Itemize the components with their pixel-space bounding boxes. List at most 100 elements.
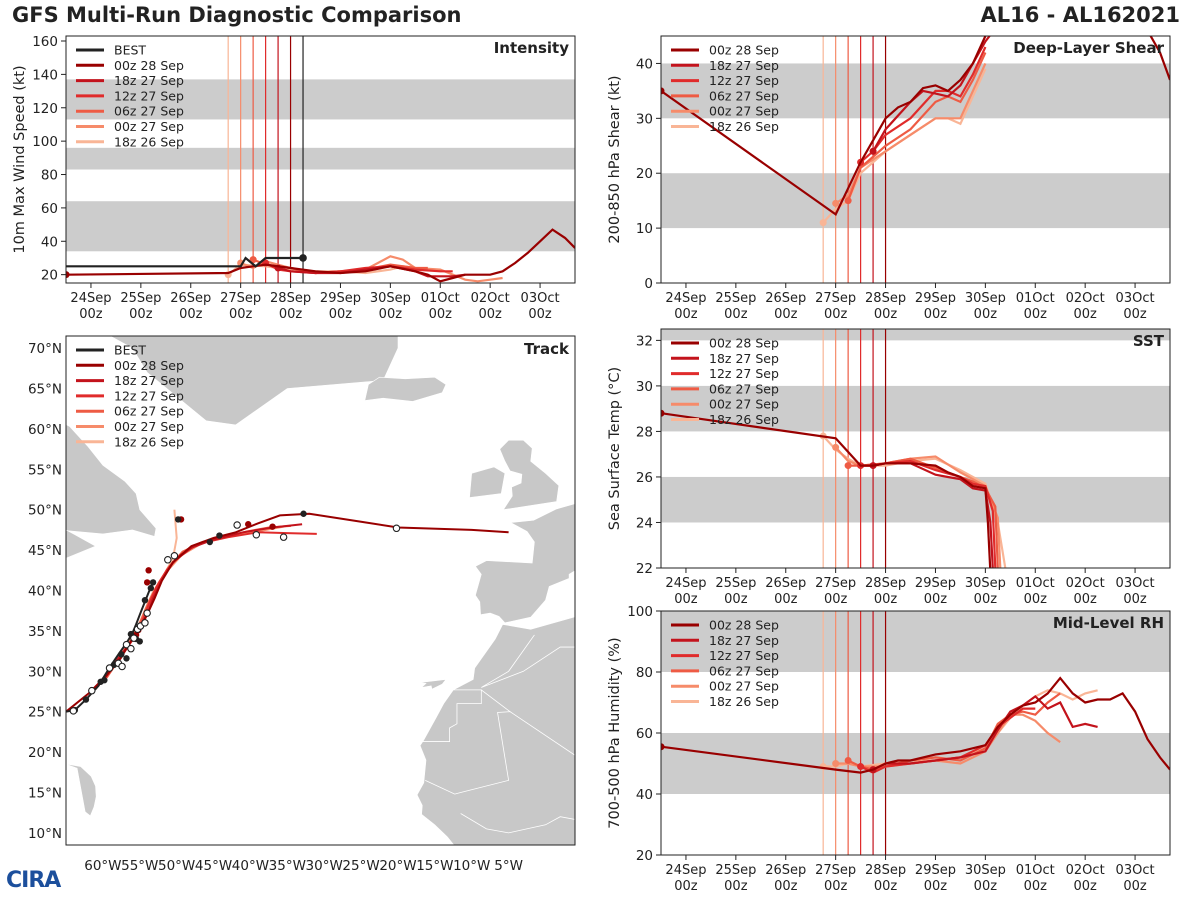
track-open-dot (88, 686, 96, 695)
sst-xtick-label: 27Sep (815, 576, 856, 591)
shear-xtick-label: 00z (774, 307, 798, 322)
storm-id: AL16 - AL162021 (980, 3, 1181, 27)
shear-xtick-label: 00z (924, 307, 948, 322)
track-frame (65, 335, 576, 846)
rh-xtick-label: 01Oct (1016, 863, 1055, 878)
ireland-land (469, 466, 506, 498)
great-britain-land (499, 439, 560, 511)
track-best-dot (216, 532, 223, 539)
sst-title: SST (1133, 332, 1165, 350)
track-best-line (66, 579, 155, 713)
rh-xtick-label: 30Sep (965, 863, 1006, 878)
track-lat-label: 40°N (28, 584, 62, 600)
shear-legend-label: 18z 26 Sep (709, 119, 779, 134)
track-series-line (105, 524, 292, 679)
intensity-plot-area (66, 228, 575, 283)
iberia-france-land (474, 503, 575, 624)
shear-ytick-label: 0 (644, 276, 653, 292)
rh-series-start-dot (661, 743, 665, 751)
sst-xtick-label: 28Sep (865, 576, 906, 591)
intensity-xtick-label: 00z (79, 307, 103, 322)
rh-legend-label: 18z 26 Sep (709, 694, 779, 709)
intensity-xtick-label: 00z (229, 307, 253, 322)
shear-xtick-label: 29Sep (915, 291, 956, 306)
shear-series-start-dot (819, 219, 827, 227)
intensity-best-dot (299, 254, 307, 262)
intensity-xtick-label: 00z (379, 307, 403, 322)
sst-xtick-label: 00z (724, 592, 748, 607)
shear-ytick-label: 30 (636, 111, 653, 127)
intensity-legend-label: BEST (114, 43, 146, 58)
track-map (66, 336, 575, 845)
sst-ytick-label: 28 (636, 424, 653, 440)
rh-legend-label: 06z 27 Sep (709, 663, 779, 678)
track-open-dot (279, 533, 288, 541)
track-lat-label: 50°N (28, 503, 62, 519)
track-open-dot (130, 634, 138, 642)
track-title: Track (524, 340, 570, 358)
shear-series-line (872, 36, 991, 152)
rh-legend-label: 00z 27 Sep (709, 679, 779, 694)
rh-ytick-label: 60 (636, 726, 653, 742)
shear-xtick-label: 26Sep (765, 291, 806, 306)
track-best-dot (174, 516, 182, 523)
sst-legend-label: 00z 27 Sep (709, 397, 779, 412)
sst-xtick-label: 03Oct (1116, 576, 1155, 591)
rh-xtick-label: 28Sep (865, 863, 906, 878)
track-lon-label: 20°W (379, 858, 416, 874)
track-lon-label: 40°W (232, 858, 269, 874)
rh-ytick-label: 20 (636, 848, 653, 864)
shear-series-start-dot (844, 197, 852, 205)
track-lat-label: 55°N (28, 462, 62, 478)
intensity-xtick-label: 00z (329, 307, 353, 322)
shear-xtick-label: 00z (824, 307, 848, 322)
sst-series-start-dot (832, 443, 840, 451)
intensity-xtick-label: 27Sep (220, 291, 261, 306)
shear-xtick-label: 00z (1123, 307, 1147, 322)
rh-ylabel: 700-500 hPa Humidity (%) (607, 637, 623, 828)
rh-shade-band (661, 611, 1170, 672)
track-lat-label: 25°N (28, 705, 62, 721)
intensity-xtick-label: 00z (279, 307, 303, 322)
track-lat-label: 45°N (28, 543, 62, 559)
intensity-xtick-label: 24Sep (70, 291, 111, 306)
track-panel: 10°N 15°N 20°N 25°N 30°N 35°N 40°N 45°N 50°N 55°N… (28, 335, 576, 874)
shear-series-line (847, 52, 987, 202)
intensity-xtick-label: 29Sep (320, 291, 361, 306)
track-model-dot (245, 521, 252, 528)
cira-logo: CIRA (6, 868, 61, 893)
track-best-dot (101, 676, 108, 684)
sst-xtick-label: 00z (874, 592, 898, 607)
rh-ytick-label: 80 (636, 665, 653, 681)
shear-xtick-label: 00z (974, 307, 998, 322)
intensity-series-line (66, 228, 575, 283)
intensity-panel: 2040608010012014016024Sep00z25Sep00z26Se… (12, 34, 576, 322)
track-legend-label: 12z 27 Sep (114, 388, 184, 403)
sst-xtick-label: 25Sep (715, 576, 756, 591)
track-lat-label: 60°N (28, 422, 62, 438)
sst-ytick-label: 24 (636, 515, 653, 531)
track-open-dot (127, 644, 135, 653)
africa-border (481, 634, 575, 688)
sst-plot-area (661, 409, 1007, 568)
track-model-dot (143, 579, 151, 586)
intensity-legend-label: 12z 27 Sep (114, 88, 184, 103)
rh-xtick-label: 00z (874, 879, 898, 894)
sst-ytick-label: 26 (636, 470, 653, 486)
intensity-frame (65, 35, 576, 284)
track-legend-label: 00z 27 Sep (114, 419, 184, 434)
intensity-title: Intensity (494, 39, 570, 57)
sst-series-line (661, 412, 992, 568)
intensity-shade-band (66, 201, 575, 252)
track-open-dot (141, 619, 149, 627)
shear-xtick-label: 24Sep (665, 291, 706, 306)
sst-xtick-label: 00z (974, 592, 998, 607)
africa-border (509, 711, 575, 756)
shear-ytick-label: 10 (636, 221, 653, 237)
shear-legend-label: 00z 27 Sep (709, 104, 779, 119)
track-series-line (94, 509, 178, 690)
track-lat-label: 65°N (28, 382, 62, 398)
track-best-dot (141, 596, 149, 604)
intensity-xtick-label: 00z (129, 307, 153, 322)
